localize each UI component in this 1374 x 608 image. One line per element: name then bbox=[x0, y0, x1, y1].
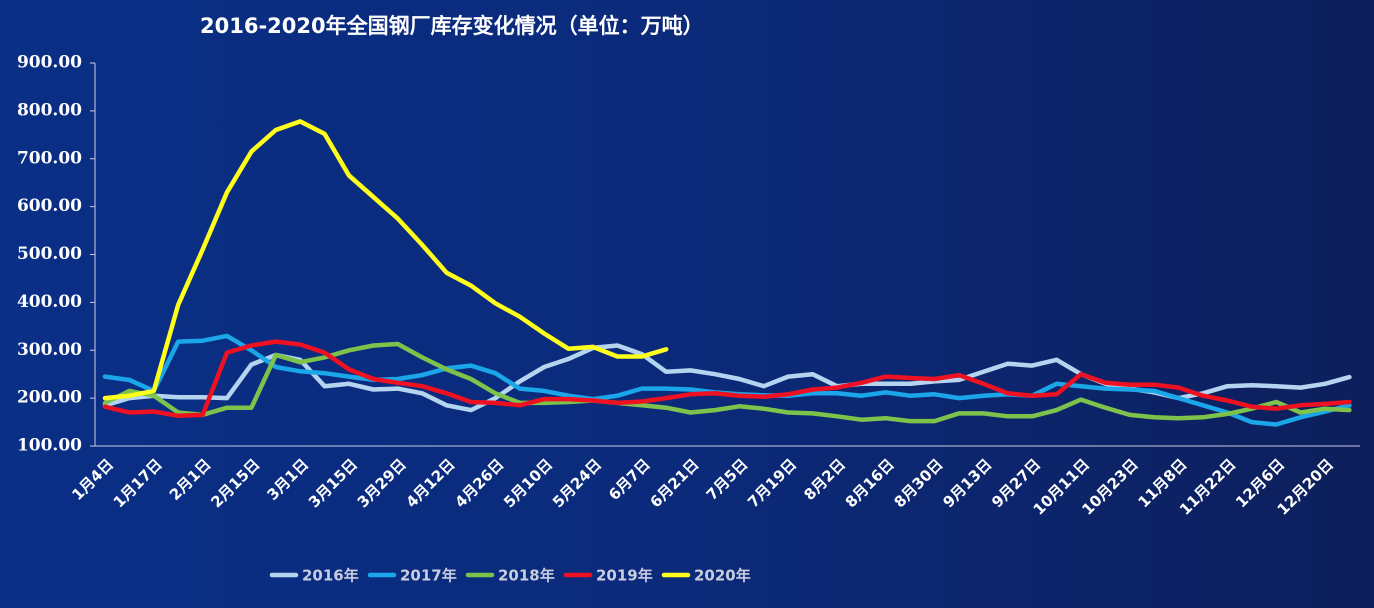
legend-label: 2020年 bbox=[694, 567, 751, 585]
y-tick-label: 200.00 bbox=[17, 388, 82, 408]
y-tick-label: 600.00 bbox=[17, 196, 82, 216]
legend-label: 2019年 bbox=[596, 567, 653, 585]
legend-label: 2017年 bbox=[400, 567, 457, 585]
y-tick-label: 300.00 bbox=[17, 340, 82, 360]
series-line bbox=[102, 119, 669, 401]
y-tick-label: 100.00 bbox=[17, 436, 82, 456]
series-line bbox=[102, 339, 1352, 419]
legend-label: 2016年 bbox=[302, 567, 359, 585]
y-tick-label: 500.00 bbox=[17, 244, 82, 264]
series-line bbox=[102, 341, 1352, 424]
legend-label: 2018年 bbox=[498, 567, 555, 585]
y-tick-label: 900.00 bbox=[17, 53, 82, 73]
y-tick-label: 400.00 bbox=[17, 292, 82, 312]
chart-title: 2016-2020年全国钢厂库存变化情况（单位：万吨） bbox=[200, 14, 704, 38]
y-tick-label: 800.00 bbox=[17, 100, 82, 120]
y-tick-label: 700.00 bbox=[17, 148, 82, 168]
